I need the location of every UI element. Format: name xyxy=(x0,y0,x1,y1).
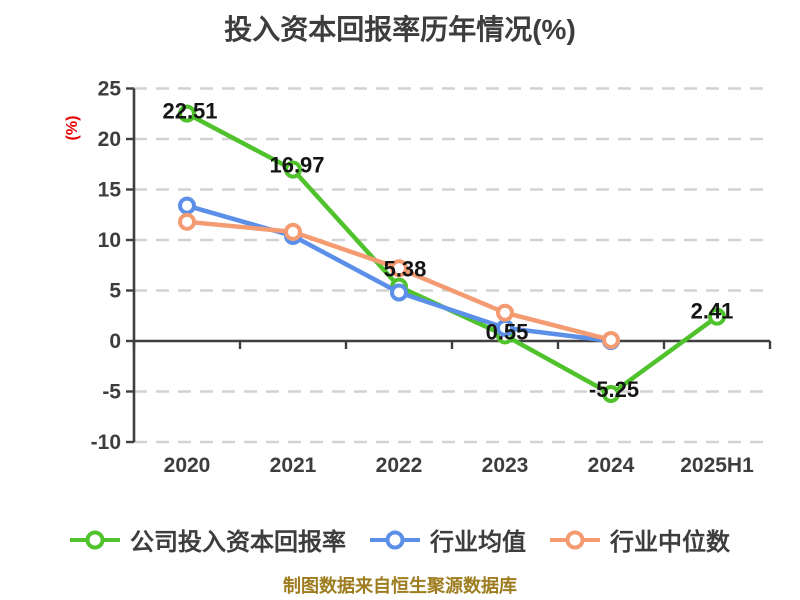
x-tick-label: 2022 xyxy=(376,454,423,477)
data-label: 5.38 xyxy=(384,257,427,282)
legend-item-2: 行业中位数 xyxy=(550,522,730,557)
y-tick-label: -10 xyxy=(91,431,121,454)
data-label: 22.51 xyxy=(162,99,217,124)
data-label: 0.55 xyxy=(486,319,529,344)
data-point-行业中位数 xyxy=(390,259,408,278)
data-point-行业中位数 xyxy=(284,222,302,241)
legend-label: 公司投入资本回报率 xyxy=(130,529,346,556)
legend-item-0: 公司投入资本回报率 xyxy=(70,522,346,557)
data-point-行业中位数 xyxy=(496,303,514,322)
x-tick-label: 2020 xyxy=(164,454,211,477)
y-tick-label: 10 xyxy=(98,229,121,252)
chart-legend: 公司投入资本回报率 行业均值 行业中位数 xyxy=(0,522,800,557)
data-point-行业中位数 xyxy=(602,330,620,349)
data-point-行业均值 xyxy=(390,283,408,302)
legend-marker-icon xyxy=(550,530,600,549)
data-source-note: 制图数据来自恒生聚源数据库 xyxy=(283,576,517,596)
y-tick-label: 5 xyxy=(109,280,121,303)
y-tick-label: 0 xyxy=(109,330,121,353)
legend-label: 行业均值 xyxy=(430,529,526,556)
data-point-公司投入资本回报率 xyxy=(284,160,302,179)
y-tick-label: -5 xyxy=(102,381,121,404)
data-point-行业均值 xyxy=(178,196,196,215)
data-label: 16.97 xyxy=(269,153,324,178)
line-chart: 25 20 15 10 5 0 -5 -10 2020 2021 2022 2023 2024 2025H… xyxy=(91,78,772,477)
data-point-行业中位数 xyxy=(178,212,196,231)
data-point-公司投入资本回报率 xyxy=(602,385,620,404)
series-line-公司投入资本回报率 xyxy=(184,111,720,397)
chart-title: 投入资本回报率历年情况(%) xyxy=(224,14,576,45)
data-label: -5.25 xyxy=(589,377,639,402)
data-label: 2.41 xyxy=(691,299,734,324)
legend-marker-icon xyxy=(370,530,420,549)
legend-marker-icon xyxy=(70,530,120,549)
y-tick-label: 20 xyxy=(98,128,121,151)
legend-item-1: 行业均值 xyxy=(370,522,526,557)
x-tick-label: 2025H1 xyxy=(680,454,754,477)
x-tick-label: 2021 xyxy=(270,454,317,477)
x-tick-label: 2023 xyxy=(482,454,529,477)
y-tick-label: 15 xyxy=(98,179,122,202)
data-point-公司投入资本回报率 xyxy=(708,307,726,326)
data-point-公司投入资本回报率 xyxy=(178,104,196,123)
legend-label: 行业中位数 xyxy=(610,529,730,556)
y-tick-label: 25 xyxy=(98,78,122,101)
x-tick-label: 2024 xyxy=(588,454,635,477)
